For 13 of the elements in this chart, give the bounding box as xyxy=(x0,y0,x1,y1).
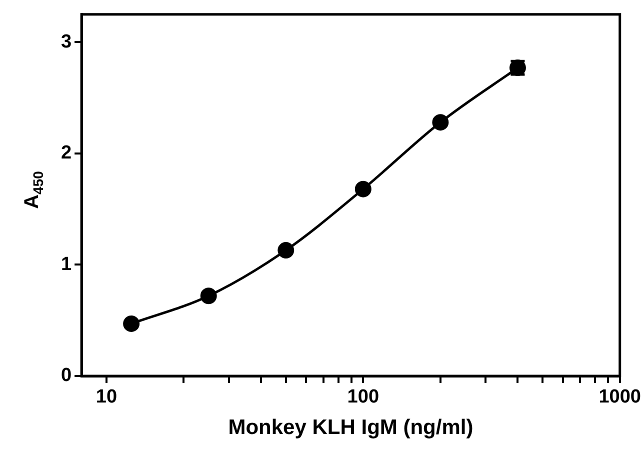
point xyxy=(200,288,217,304)
y-tick-label: 3 xyxy=(60,31,72,52)
x-axis-title: Monkey KLH IgM (ng/ml) xyxy=(228,416,474,440)
point xyxy=(123,315,140,332)
y-tick-label: 2 xyxy=(60,142,72,164)
x-tick-label: 100 xyxy=(347,386,380,408)
point xyxy=(432,114,449,131)
point xyxy=(278,242,294,259)
y-tick-label: 1 xyxy=(60,254,72,275)
point xyxy=(354,180,372,198)
y-tick-label: 0 xyxy=(60,365,72,386)
x-tick-label: 1000 xyxy=(598,386,642,408)
x-tick-label: 10 xyxy=(96,386,118,408)
